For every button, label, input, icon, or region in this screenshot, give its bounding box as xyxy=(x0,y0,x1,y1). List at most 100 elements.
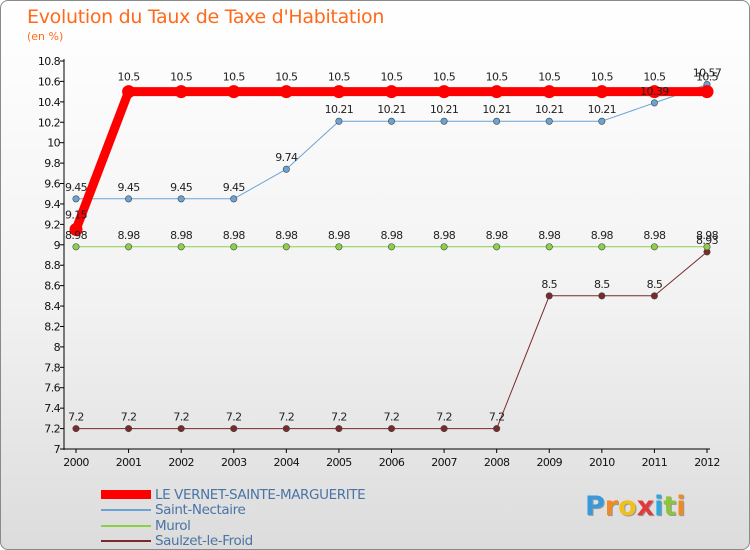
data-label: 10.5 xyxy=(328,71,351,84)
legend-label: Saulzet-le-Froid xyxy=(155,533,253,550)
data-label: 7.2 xyxy=(384,411,400,424)
data-point xyxy=(493,243,501,251)
legend-item: Saulzet-le-Froid xyxy=(101,533,365,550)
x-tick-label: 2003 xyxy=(221,456,247,469)
data-label: 10.5 xyxy=(486,71,509,84)
y-tick-label: 8.6 xyxy=(44,280,60,293)
data-label: 9.45 xyxy=(170,181,193,194)
data-point xyxy=(69,222,83,236)
legend-label: LE VERNET-SAINTE-MARGUERITE xyxy=(155,486,366,503)
x-tick-label: 2010 xyxy=(589,456,615,469)
data-point xyxy=(490,85,504,99)
data-point xyxy=(230,243,238,251)
data-point xyxy=(545,243,553,251)
data-label: 10.21 xyxy=(535,103,564,116)
data-point xyxy=(700,85,714,99)
data-label: 10.5 xyxy=(433,71,456,84)
legend-swatch xyxy=(101,490,151,500)
data-label: 8.98 xyxy=(538,229,561,242)
x-tick-label: 2009 xyxy=(536,456,562,469)
data-label: 10.57 xyxy=(693,66,722,79)
logo-letter: t xyxy=(663,491,677,522)
data-point xyxy=(650,243,658,251)
y-tick-label: 8.4 xyxy=(44,300,60,313)
y-tick-label: 8.8 xyxy=(44,259,60,272)
data-label: 7.2 xyxy=(226,411,242,424)
data-point xyxy=(282,165,290,173)
data-label: 7.2 xyxy=(121,411,137,424)
data-label: 10.21 xyxy=(588,103,617,116)
data-point xyxy=(545,292,553,300)
data-label: 10.5 xyxy=(696,71,719,84)
data-point xyxy=(177,195,185,203)
y-tick-label: 9 xyxy=(54,239,61,252)
data-point xyxy=(493,425,501,433)
data-label: 10.21 xyxy=(430,103,459,116)
data-point xyxy=(72,195,80,203)
y-tick-label: 10 xyxy=(47,137,60,150)
data-label: 8.98 xyxy=(223,229,246,242)
data-point xyxy=(598,117,606,125)
data-point xyxy=(542,85,556,99)
data-label: 8.98 xyxy=(643,229,666,242)
chart-title: Evolution du Taux de Taxe d'Habitation xyxy=(27,6,385,28)
x-tick-label: 2007 xyxy=(431,456,457,469)
legend-item: Murol xyxy=(101,518,365,534)
data-point xyxy=(545,117,553,125)
y-tick-label: 10.8 xyxy=(38,55,61,68)
data-point xyxy=(230,195,238,203)
x-tick-label: 2008 xyxy=(484,456,510,469)
data-label: 8.5 xyxy=(594,278,610,291)
data-label: 10.5 xyxy=(591,71,614,84)
y-tick-label: 7.8 xyxy=(44,361,60,374)
y-tick-label: 7.4 xyxy=(44,402,60,415)
legend-swatch xyxy=(101,524,151,527)
y-tick-label: 9.4 xyxy=(44,198,60,211)
data-point xyxy=(282,243,290,251)
logo-letter: i xyxy=(676,491,686,522)
data-point xyxy=(387,243,395,251)
x-tick-label: 2002 xyxy=(168,456,194,469)
data-point xyxy=(279,85,293,99)
series-line xyxy=(76,251,708,430)
data-label: 8.98 xyxy=(696,229,719,242)
data-label: 10.39 xyxy=(640,85,669,98)
data-label: 10.5 xyxy=(275,71,298,84)
data-point xyxy=(650,292,658,300)
logo-letter: r xyxy=(604,491,619,522)
data-point xyxy=(598,243,606,251)
y-tick-label: 10.2 xyxy=(38,116,60,129)
legend-item: LE VERNET-SAINTE-MARGUERITE xyxy=(101,486,366,503)
data-label: 10.21 xyxy=(377,103,406,116)
data-point xyxy=(440,117,448,125)
logo-letter: o xyxy=(618,491,637,522)
data-label: 10.5 xyxy=(170,71,193,84)
data-point xyxy=(595,85,609,99)
data-point xyxy=(703,243,711,251)
data-label: 8.98 xyxy=(328,229,351,242)
data-label: 10.5 xyxy=(538,71,561,84)
data-label: 8.93 xyxy=(696,234,719,247)
data-label: 8.5 xyxy=(647,278,663,291)
data-point xyxy=(230,425,238,433)
y-tick-label: 8 xyxy=(54,341,61,354)
data-label: 7.2 xyxy=(436,411,452,424)
data-point xyxy=(647,85,661,99)
legend-label: Saint-Nectaire xyxy=(155,502,246,519)
y-tick-label: 9.2 xyxy=(44,218,60,231)
data-label: 8.98 xyxy=(486,229,509,242)
data-point xyxy=(282,425,290,433)
data-point xyxy=(387,425,395,433)
y-tick-label: 7.6 xyxy=(44,382,60,395)
data-point xyxy=(437,85,451,99)
data-label: 7.2 xyxy=(331,411,347,424)
data-point xyxy=(177,425,185,433)
data-point xyxy=(332,85,346,99)
y-tick-label: 10.4 xyxy=(38,96,61,109)
data-point xyxy=(493,117,501,125)
logo-letter: i xyxy=(654,491,664,522)
logo-letter: x xyxy=(636,491,655,522)
data-point xyxy=(440,425,448,433)
